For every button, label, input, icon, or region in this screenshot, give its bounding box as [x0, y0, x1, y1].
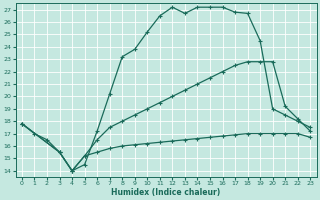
X-axis label: Humidex (Indice chaleur): Humidex (Indice chaleur)	[111, 188, 221, 197]
